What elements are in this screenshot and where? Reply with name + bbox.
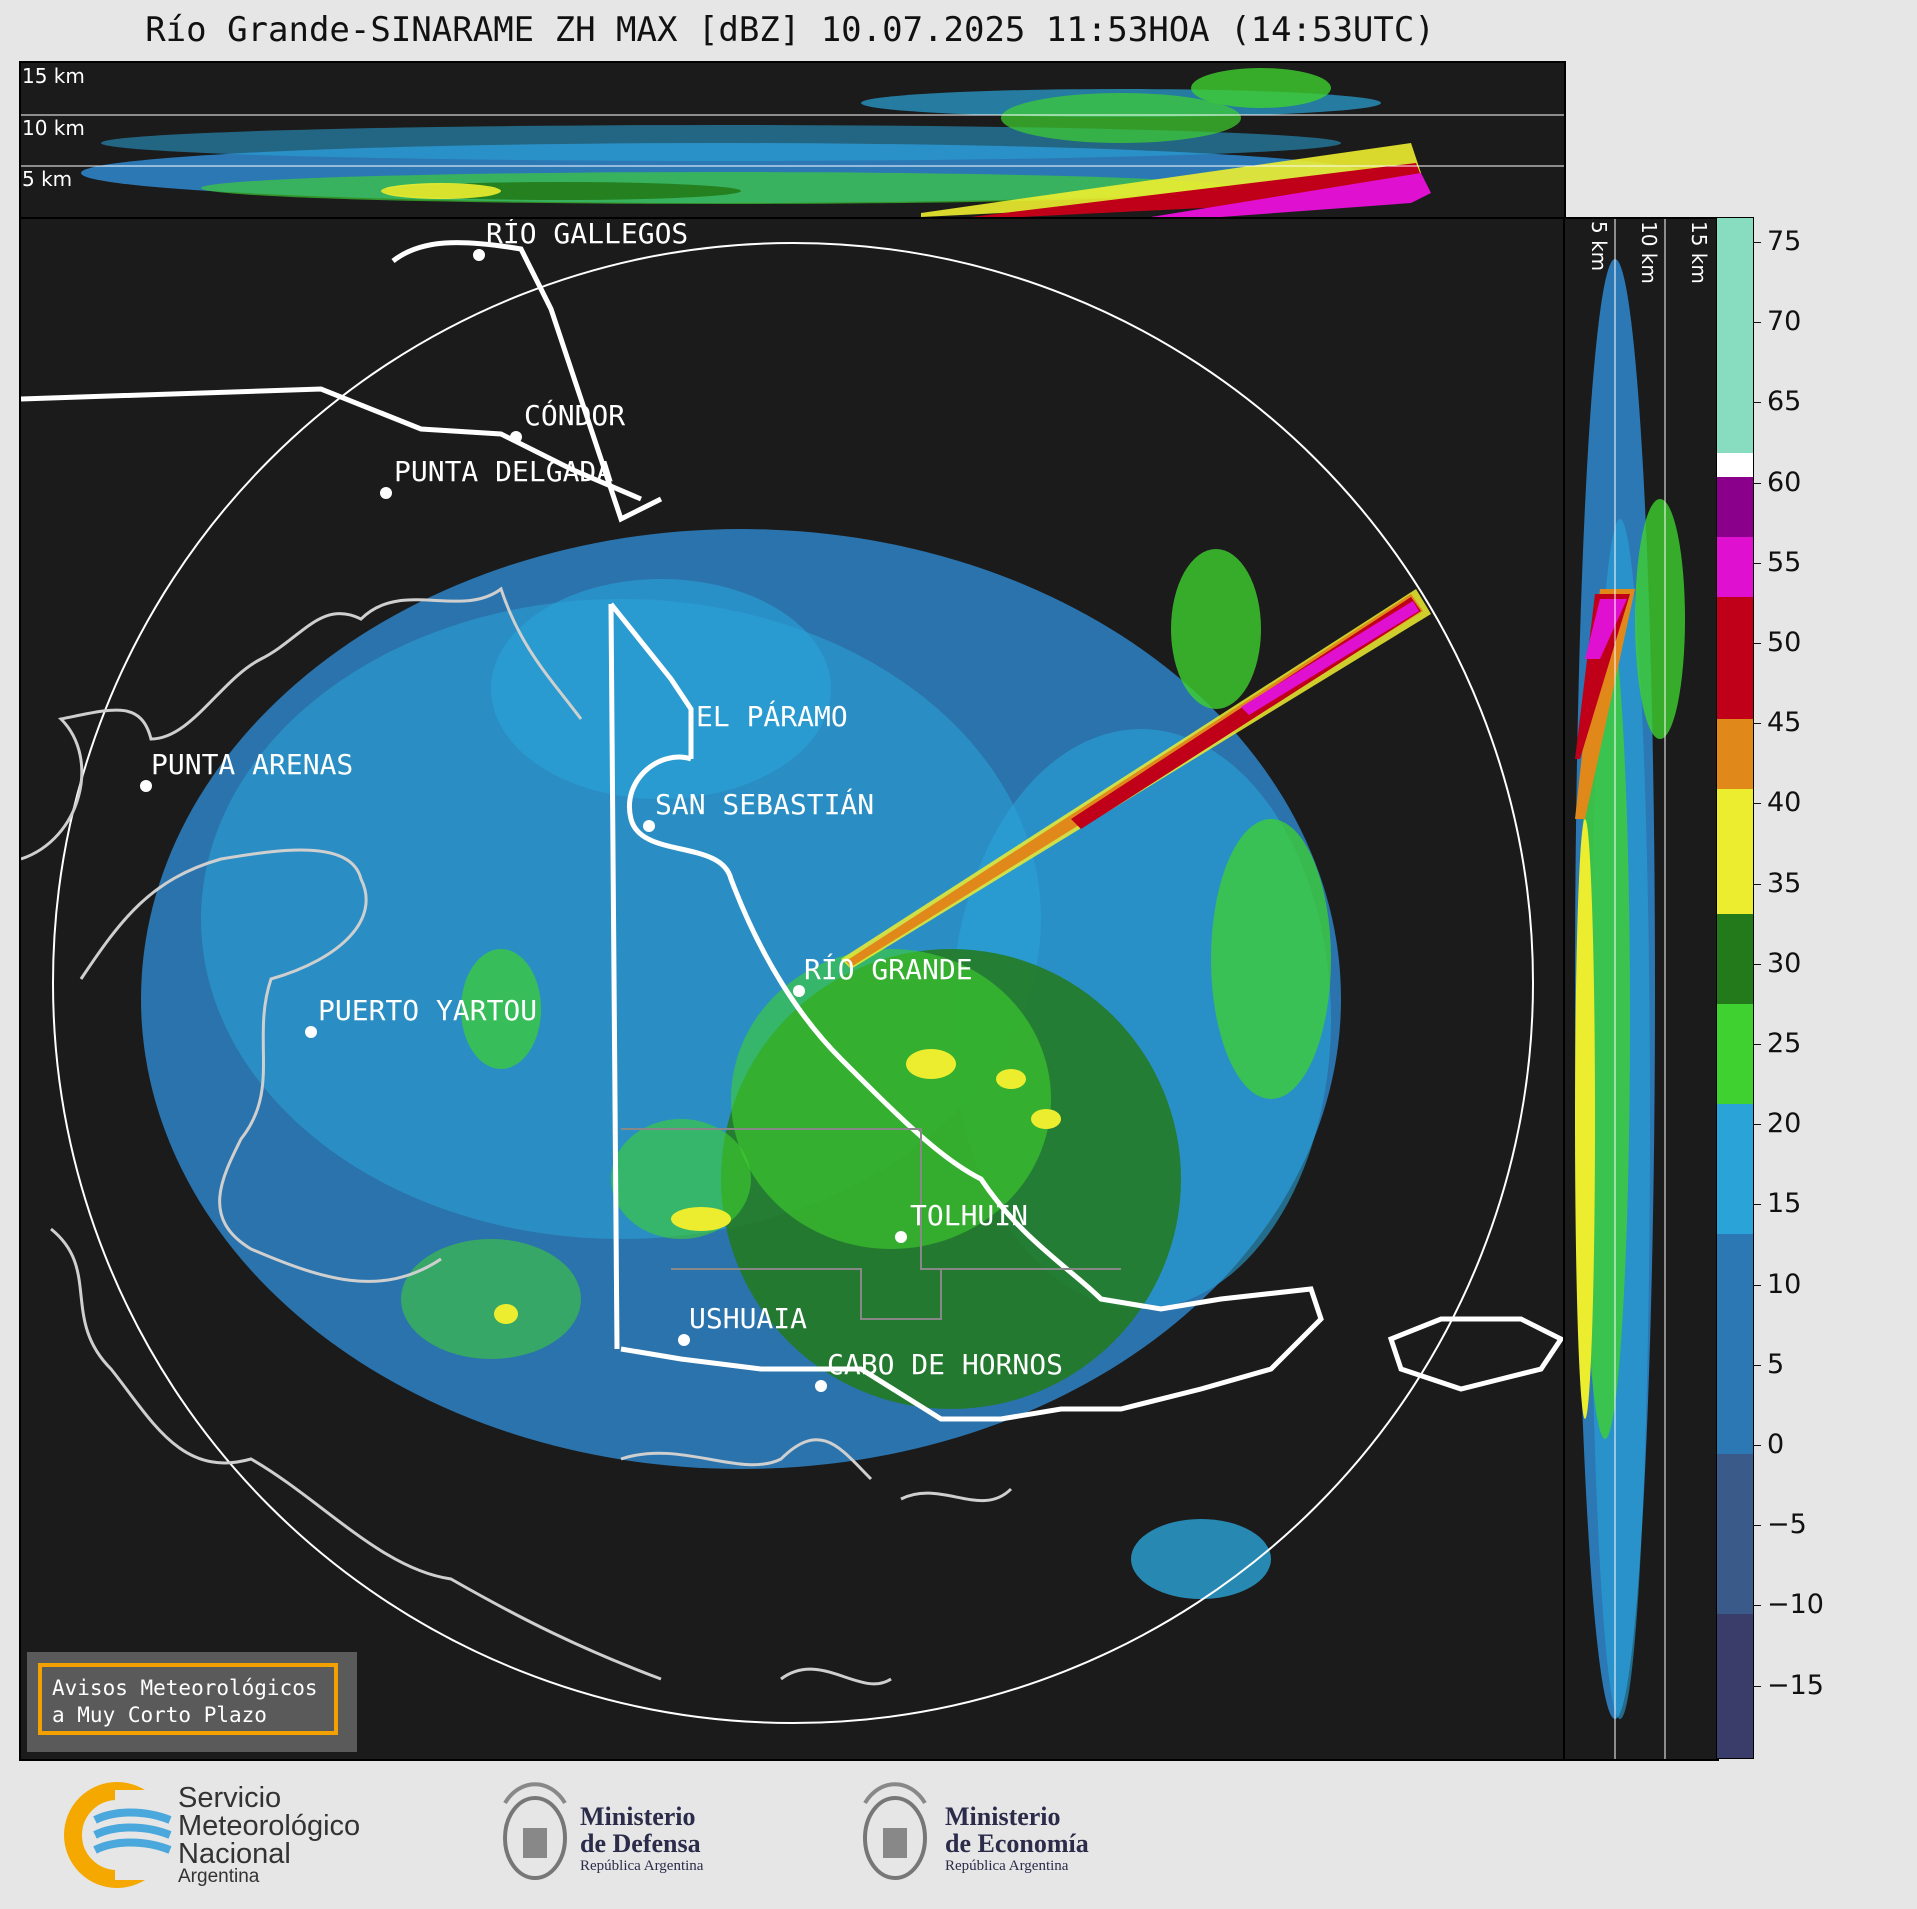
radar-map: RÍO GALLEGOS CÓNDOR PUNTA DELGADA EL PÁR… bbox=[21, 219, 1564, 1759]
colorbar-tick-label: 75 bbox=[1753, 226, 1801, 257]
radar-map-panel: RÍO GALLEGOS CÓNDOR PUNTA DELGADA EL PÁR… bbox=[19, 217, 1566, 1761]
city-markers: RÍO GALLEGOS CÓNDOR PUNTA DELGADA EL PÁR… bbox=[140, 219, 1063, 1392]
colorbar-tick-label: 15 bbox=[1753, 1188, 1801, 1219]
side-cross-section-image bbox=[1565, 219, 1717, 1759]
city-label-punta-delgada: PUNTA DELGADA bbox=[394, 455, 613, 488]
colorbar-segment bbox=[1717, 914, 1753, 1004]
colorbar-segment bbox=[1717, 789, 1753, 914]
smn-line-4: Argentina bbox=[178, 1866, 260, 1887]
colorbar-tick-label: 45 bbox=[1753, 707, 1801, 738]
defensa-logo: Ministerio de Defensa República Argentin… bbox=[495, 1773, 755, 1893]
top-height-label-10km: 10 km bbox=[22, 116, 85, 140]
colorbar-segment bbox=[1717, 597, 1753, 719]
radar-spike bbox=[841, 589, 1431, 969]
colorbar bbox=[1716, 217, 1754, 1759]
smn-line-3: Nacional bbox=[178, 1838, 291, 1870]
top-height-label-15km: 15 km bbox=[22, 64, 85, 88]
colorbar-tick-label: 0 bbox=[1753, 1429, 1784, 1460]
defensa-line-2: de Defensa bbox=[580, 1829, 701, 1858]
city-label-cabo-de-hornos: CABO DE HORNOS bbox=[827, 1348, 1063, 1381]
smn-line-1: Servicio bbox=[178, 1782, 282, 1814]
defensa-line-1: Ministerio bbox=[580, 1802, 696, 1831]
colorbar-segment bbox=[1717, 719, 1753, 789]
city-label-san-sebastian: SAN SEBASTIÁN bbox=[655, 787, 874, 821]
colorbar-segment bbox=[1717, 453, 1753, 477]
colorbar-segment bbox=[1717, 1234, 1753, 1454]
colorbar-tick-label: 50 bbox=[1753, 627, 1801, 658]
colorbar-segment bbox=[1717, 1454, 1753, 1614]
colorbar-tick-label: 65 bbox=[1753, 386, 1801, 417]
colorbar-segment bbox=[1717, 537, 1753, 597]
city-label-rio-grande: RÍO GRANDE bbox=[804, 952, 973, 986]
coastlines-gray bbox=[21, 586, 1013, 1686]
colorbar-tick-label: −5 bbox=[1753, 1509, 1807, 1540]
economia-line-1: Ministerio bbox=[945, 1802, 1061, 1831]
colorbar-tick-label: 70 bbox=[1753, 306, 1801, 337]
top-cross-section-image bbox=[21, 63, 1564, 217]
province-boundary bbox=[621, 1128, 1121, 1270]
side-height-label-15km: 15 km bbox=[1687, 221, 1711, 284]
top-cross-section-panel: 15 km 10 km 5 km bbox=[19, 61, 1566, 219]
notice-line-1: Avisos Meteorológicos bbox=[52, 1676, 318, 1700]
city-label-el-paramo: EL PÁRAMO bbox=[696, 699, 848, 733]
colorbar-segment bbox=[1717, 1104, 1753, 1234]
colorbar-tick-label: −10 bbox=[1753, 1589, 1824, 1620]
defensa-seal-icon bbox=[503, 1782, 567, 1880]
colorbar-tick-label: 35 bbox=[1753, 868, 1801, 899]
colorbar-tick-label: 20 bbox=[1753, 1108, 1801, 1139]
colorbar-tick-label: 60 bbox=[1753, 467, 1801, 498]
coastlines-white bbox=[21, 240, 1564, 1422]
range-ring bbox=[52, 242, 1534, 1724]
colorbar-segment bbox=[1717, 1004, 1753, 1104]
smn-logo: Servicio Meteorológico Nacional Argentin… bbox=[55, 1780, 395, 1890]
economia-line-3: República Argentina bbox=[945, 1858, 1069, 1874]
colorbar-segment bbox=[1717, 477, 1753, 537]
side-height-label-10km: 10 km bbox=[1637, 221, 1661, 284]
colorbar-tick-label: 30 bbox=[1753, 948, 1801, 979]
economia-seal-icon bbox=[863, 1782, 927, 1880]
colorbar-segment bbox=[1717, 1614, 1753, 1758]
side-height-label-5km: 5 km bbox=[1587, 221, 1611, 272]
city-label-rio-gallegos: RÍO GALLEGOS bbox=[486, 219, 688, 250]
colorbar-tick-label: 5 bbox=[1753, 1349, 1784, 1380]
smn-logo-mark bbox=[64, 1782, 175, 1888]
notice-line-2: a Muy Corto Plazo bbox=[52, 1703, 267, 1727]
colorbar-tick-label: 55 bbox=[1753, 547, 1801, 578]
city-label-ushuaia: USHUAIA bbox=[689, 1302, 807, 1335]
side-cross-section-panel: 5 km 10 km 15 km bbox=[1563, 217, 1719, 1761]
defensa-line-3: República Argentina bbox=[580, 1858, 704, 1874]
city-label-puerto-yartou: PUERTO YARTOU bbox=[318, 994, 537, 1027]
city-label-punta-arenas: PUNTA ARENAS bbox=[151, 748, 353, 781]
city-label-condor: CÓNDOR bbox=[524, 398, 625, 432]
smn-line-2: Meteorológico bbox=[178, 1810, 361, 1842]
economia-logo: Ministerio de Economía República Argenti… bbox=[855, 1773, 1135, 1893]
city-label-tolhuin: TOLHUIN bbox=[910, 1199, 1028, 1232]
notice-border: Avisos Meteorológicos a Muy Corto Plazo bbox=[38, 1663, 338, 1735]
radar-echoes bbox=[141, 529, 1341, 1599]
top-height-label-5km: 5 km bbox=[22, 167, 73, 191]
colorbar-tick-label: 25 bbox=[1753, 1028, 1801, 1059]
notice-box: Avisos Meteorológicos a Muy Corto Plazo bbox=[27, 1652, 357, 1752]
economia-line-2: de Economía bbox=[945, 1829, 1089, 1858]
chart-title: Río Grande-SINARAME ZH MAX [dBZ] 10.07.2… bbox=[145, 10, 1435, 50]
colorbar-segment bbox=[1717, 218, 1753, 453]
colorbar-tick-label: 10 bbox=[1753, 1269, 1801, 1300]
colorbar-tick-label: −15 bbox=[1753, 1670, 1824, 1701]
colorbar-tick-label: 40 bbox=[1753, 787, 1801, 818]
